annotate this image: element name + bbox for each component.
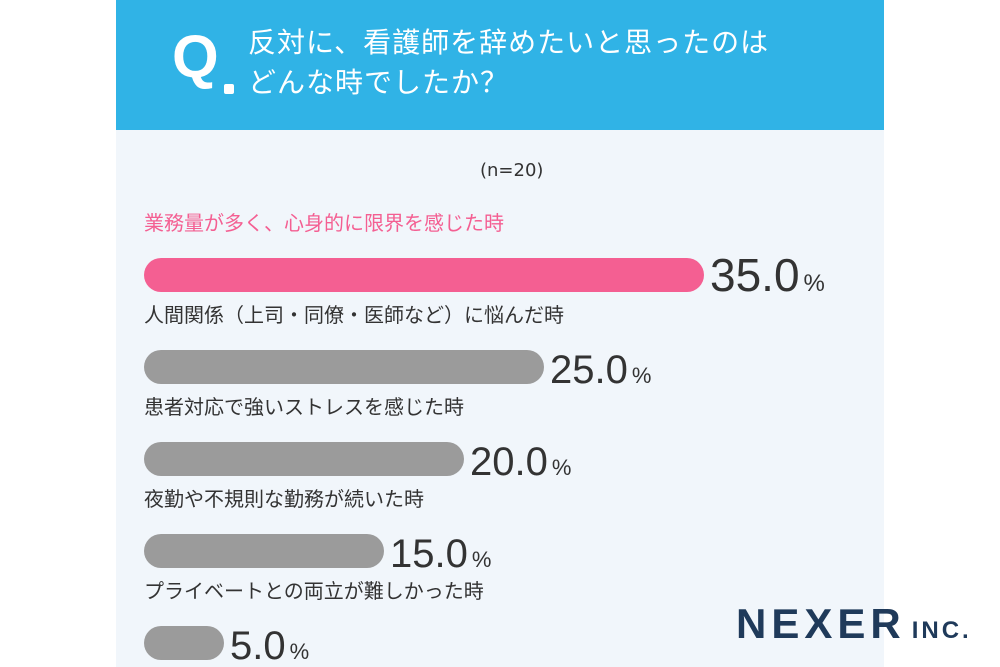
question-text-line-2: どんな時でしたか？ (248, 66, 510, 99)
bar (144, 534, 384, 568)
logo-main-text: NEXER (736, 600, 906, 647)
question-mark-dot (224, 84, 234, 94)
category-label: 人間関係（上司・同僚・医師など）に悩んだ時 (144, 303, 564, 327)
question-mark: Q (172, 23, 219, 90)
sample-size: (n=20) (480, 160, 544, 181)
question-text-line-1: 反対に、看護師を辞めたいと思ったのは (248, 26, 770, 59)
bar-chart: 業務量が多く、心身的に限界を感じた時 35.0 % 人間関係（上司・同僚・医師など）に… (144, 211, 825, 667)
survey-card: Q 反対に、看護師を辞めたいと思ったのは どんな時でしたか？ (n=20) 業務… (116, 0, 969, 667)
value-label: 5.0% (230, 624, 309, 667)
bar (144, 442, 464, 476)
value-label: 15.0% (390, 532, 491, 576)
value-label: 25.0% (550, 348, 651, 392)
nexer-logo: NEXER INC. (736, 600, 972, 648)
value-label: 35.0% (710, 249, 825, 301)
logo-sub-text: INC. (911, 617, 972, 644)
value-label: 20.0% (470, 440, 571, 484)
bar (144, 258, 704, 292)
category-label: 夜勤や不規則な勤務が続いた時 (144, 487, 424, 511)
question-header: Q 反対に、看護師を辞めたいと思ったのは どんな時でしたか？ (116, 0, 884, 130)
bar (144, 350, 544, 384)
category-label: 業務量が多く、心身的に限界を感じた時 (144, 211, 504, 235)
bar (144, 626, 224, 660)
category-label: 患者対応で強いストレスを感じた時 (144, 395, 464, 419)
category-label: プライベートとの両立が難しかった時 (144, 579, 484, 603)
